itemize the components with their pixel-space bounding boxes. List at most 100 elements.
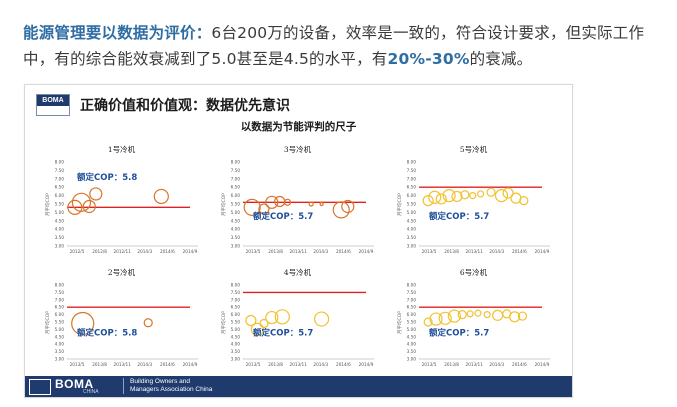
y-tick-label: 5.50 xyxy=(407,202,417,207)
y-tick-label: 4.00 xyxy=(55,227,65,232)
x-tick-label: 2014/3 xyxy=(137,362,152,367)
x-tick-label: 2013/5 xyxy=(422,362,437,367)
y-tick-label: 8.00 xyxy=(231,283,241,288)
x-tick-label: 2012/8 xyxy=(92,249,107,254)
data-point xyxy=(313,311,330,327)
x-tick-label: 2014/6 xyxy=(160,362,175,367)
y-tick-label: 7.00 xyxy=(231,176,241,181)
data-point xyxy=(451,190,463,203)
chart-chiller-3: 3号冷机 月平均COP 8.00 7.50 7.00 6.50 6.00 5.50 5.00 4.… xyxy=(215,140,380,260)
paragraph-highlight: 20%-30% xyxy=(387,50,470,68)
data-point xyxy=(243,198,261,216)
y-tick-label: 8.00 xyxy=(55,283,65,288)
footer-brand-sub: CHINA xyxy=(83,389,99,395)
y-tick-label: 7.50 xyxy=(407,168,417,173)
data-point xyxy=(143,318,153,328)
data-point xyxy=(153,188,169,205)
x-tick-label: 2013/8 xyxy=(92,362,107,367)
y-tick-label: 8.00 xyxy=(407,283,417,288)
rated-cop-annotation: 额定COP：5.7 xyxy=(253,211,313,222)
data-point xyxy=(435,193,447,205)
y-tick-label: 4.50 xyxy=(407,334,417,339)
data-point xyxy=(341,199,355,214)
y-axis-label: 月平均COP xyxy=(396,193,403,216)
chart-title: 6号冷机 xyxy=(460,267,488,277)
chart-chiller-4: 4号冷机 月平均COP 8.00 7.50 7.00 6.50 6.00 5.50 5.00 4.… xyxy=(215,263,380,373)
x-tick-label: 2013/11 xyxy=(465,362,483,367)
data-point xyxy=(517,311,528,321)
y-tick-label: 5.00 xyxy=(407,210,417,215)
x-tick-label: 2014/9 xyxy=(535,249,550,254)
data-point xyxy=(483,310,491,319)
x-tick-label: 2013/8 xyxy=(268,249,283,254)
slide-title: 正确价值和价值观：数据优先意识 xyxy=(80,98,290,114)
x-tick-label: 2014/9 xyxy=(183,249,198,254)
y-tick-label: 5.50 xyxy=(55,320,65,325)
y-tick-label: 7.50 xyxy=(231,168,241,173)
data-point xyxy=(474,309,482,317)
data-point xyxy=(274,309,290,325)
x-tick-label: 2014/3 xyxy=(489,249,504,254)
y-tick-label: 7.50 xyxy=(231,290,241,295)
chart-title: 3号冷机 xyxy=(284,144,312,154)
slide-subtitle: 以数据为节能评判的尺子 xyxy=(240,121,357,133)
data-point xyxy=(71,192,92,212)
y-tick-label: 7.00 xyxy=(231,297,241,302)
y-tick-label: 4.50 xyxy=(55,334,65,339)
y-tick-label: 8.00 xyxy=(55,160,65,165)
y-tick-label: 4.50 xyxy=(407,218,417,223)
data-point xyxy=(447,309,461,323)
data-point xyxy=(67,199,83,215)
chart-chiller-1: 1号冷机 月平均COP 8.00 7.50 7.00 6.50 6.00 5.50 5.00 4.… xyxy=(39,140,204,260)
data-point xyxy=(71,311,95,336)
boma-logo: BOMA xyxy=(36,94,70,116)
y-tick-label: 4.50 xyxy=(231,334,241,339)
paragraph-body: 6台200万的设备，效率是一致的，符合设计要求，但实际工作中，有的综合能效衰减到… xyxy=(23,24,645,68)
footer-org: Building Owners and Managers Association… xyxy=(123,378,212,394)
y-tick-label: 8.00 xyxy=(407,160,417,165)
data-point xyxy=(274,195,286,208)
data-point xyxy=(509,311,521,323)
y-tick-label: 3.00 xyxy=(55,244,65,249)
data-point xyxy=(308,201,314,207)
y-tick-label: 7.00 xyxy=(407,297,417,302)
x-tick-label: 2014/6 xyxy=(512,362,527,367)
data-point xyxy=(82,199,96,214)
rated-cop-annotation: 额定COP：5.7 xyxy=(253,327,313,338)
x-tick-label: 2012/11 xyxy=(113,249,131,254)
data-point xyxy=(332,201,350,219)
y-tick-label: 5.00 xyxy=(231,327,241,332)
x-tick-label: 2013/11 xyxy=(289,362,307,367)
x-tick-label: 2014/6 xyxy=(160,249,175,254)
data-point xyxy=(265,195,279,209)
data-point xyxy=(429,312,443,326)
data-point xyxy=(469,191,477,200)
footer-brand: BOMA xyxy=(55,377,94,391)
y-axis-label: 月平均COP xyxy=(44,193,51,216)
data-point xyxy=(265,310,279,325)
y-tick-label: 6.50 xyxy=(231,305,241,310)
x-tick-label: 2013/8 xyxy=(444,249,459,254)
data-point xyxy=(319,201,324,207)
data-point xyxy=(245,314,257,327)
y-tick-label: 5.50 xyxy=(407,320,417,325)
y-tick-label: 3.00 xyxy=(407,357,417,362)
y-tick-label: 4.00 xyxy=(407,227,417,232)
y-tick-label: 4.00 xyxy=(407,342,417,347)
intro-paragraph: 能源管理要以数据为评价：6台200万的设备，效率是一致的，符合设计要求，但实际工… xyxy=(23,20,663,72)
x-tick-label: 2012/5 xyxy=(70,249,85,254)
y-tick-label: 6.50 xyxy=(231,185,241,190)
x-tick-label: 2014/3 xyxy=(137,249,152,254)
x-tick-label: 2013/11 xyxy=(465,249,483,254)
chart-chiller-6: 6号冷机 月平均COP 8.00 7.50 7.00 6.50 6.00 5.50 5.00 4.… xyxy=(391,263,556,373)
x-tick-label: 2014/9 xyxy=(359,362,374,367)
chart-title: 5号冷机 xyxy=(460,144,488,154)
y-tick-label: 3.50 xyxy=(231,235,241,240)
x-tick-label: 2013/5 xyxy=(246,249,261,254)
x-tick-label: 2014/9 xyxy=(359,249,374,254)
x-tick-label: 2013/8 xyxy=(268,362,283,367)
